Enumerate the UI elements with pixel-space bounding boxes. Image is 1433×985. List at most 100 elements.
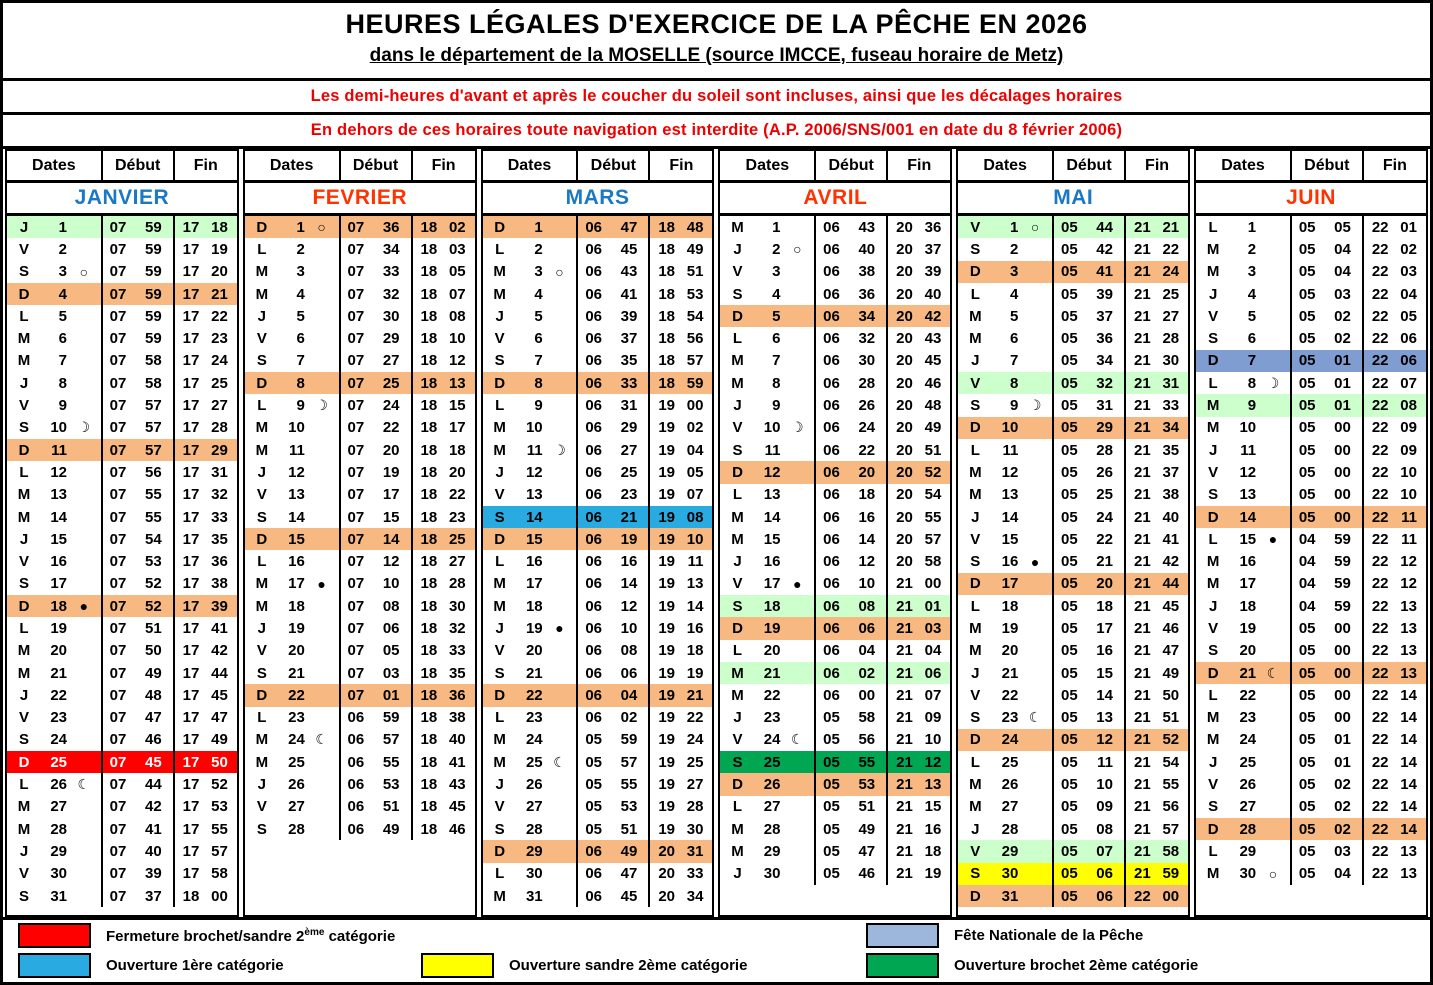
debut-cell: 05 16 bbox=[1054, 639, 1126, 662]
time-part: 06 bbox=[823, 218, 840, 236]
date-cell: V 23 bbox=[7, 706, 103, 729]
time-part: 18 bbox=[420, 330, 438, 348]
day-row: J 26 06 53 18 43 bbox=[245, 773, 475, 796]
time-part: 21 bbox=[1133, 463, 1151, 481]
time-part: 34 bbox=[858, 307, 876, 325]
day-letter: S bbox=[970, 240, 981, 258]
date-cell: M 30 ○ bbox=[1196, 862, 1292, 885]
day-row: D 14 05 00 22 11 bbox=[1196, 505, 1426, 529]
date-cell: J 16 bbox=[720, 550, 817, 573]
time-part: 25 bbox=[686, 753, 704, 771]
moon-fq-icon: ☽ bbox=[315, 397, 328, 414]
day-row: M 29 05 47 21 18 bbox=[720, 840, 950, 863]
month-name: AVRIL bbox=[720, 183, 951, 216]
day-number: 7 bbox=[772, 352, 781, 370]
fin-cell: 18 02 bbox=[413, 216, 475, 238]
date-cell: D 25 bbox=[7, 751, 103, 774]
time-part: 19 bbox=[686, 664, 704, 682]
day-letter: V bbox=[732, 731, 743, 749]
debut-cell: 07 05 bbox=[341, 639, 413, 662]
debut-cell: 05 42 bbox=[1054, 238, 1126, 261]
time-part: 05 bbox=[1298, 753, 1316, 771]
fin-cell: 17 39 bbox=[175, 595, 237, 617]
fin-cell: 21 30 bbox=[1126, 350, 1188, 372]
date-cell: S 24 bbox=[7, 728, 103, 752]
day-letter: D bbox=[1207, 820, 1219, 838]
time-part: 50 bbox=[144, 642, 162, 660]
debut-cell: 05 56 bbox=[816, 728, 889, 752]
debut-cell: 05 32 bbox=[1054, 372, 1126, 395]
time-part: 05 bbox=[448, 263, 466, 281]
date-cell: J 21 bbox=[958, 661, 1054, 685]
time-part: 21 bbox=[1133, 776, 1151, 794]
day-row: S 20 05 00 22 13 bbox=[1196, 639, 1426, 662]
fin-cell: 20 45 bbox=[888, 350, 950, 372]
time-part: 21 bbox=[211, 285, 228, 303]
time-part: 20 bbox=[896, 285, 913, 303]
time-part: 05 bbox=[1060, 508, 1078, 526]
time-part: 20 bbox=[896, 419, 913, 437]
day-letter: M bbox=[255, 285, 269, 303]
day-row: D 18 ● 07 52 17 39 bbox=[7, 595, 237, 618]
time-part: 45 bbox=[211, 686, 228, 704]
debut-cell: 05 00 bbox=[1292, 617, 1364, 640]
time-part: 18 bbox=[658, 285, 676, 303]
time-part: 22 bbox=[1371, 776, 1389, 794]
time-part: 21 bbox=[896, 619, 913, 637]
day-letter: M bbox=[1206, 240, 1220, 258]
time-part: 18 bbox=[420, 776, 438, 794]
day-row: M 13 07 55 17 32 bbox=[7, 483, 237, 506]
debut-cell: 07 12 bbox=[341, 550, 413, 573]
time-part: 07 bbox=[347, 240, 365, 258]
day-number: 11 bbox=[526, 441, 543, 459]
fin-cell: 21 35 bbox=[1126, 439, 1188, 461]
day-number: 4 bbox=[1247, 285, 1257, 303]
day-number: 13 bbox=[1001, 486, 1019, 504]
date-cell: D 17 bbox=[958, 572, 1054, 596]
day-row: J 18 04 59 22 13 bbox=[1196, 595, 1426, 618]
debut-cell: 05 18 bbox=[1054, 595, 1126, 618]
fin-cell: 19 28 bbox=[650, 796, 712, 818]
time-part: 07 bbox=[109, 263, 127, 281]
fin-cell: 20 52 bbox=[888, 461, 950, 483]
legend-item-fete: Fête Nationale de la Pêche bbox=[866, 923, 1143, 948]
day-letter: S bbox=[18, 731, 29, 749]
time-part: 05 bbox=[1298, 865, 1316, 883]
time-part: 01 bbox=[924, 597, 942, 615]
day-letter: L bbox=[257, 240, 267, 258]
day-number: 19 bbox=[1239, 619, 1257, 637]
day-number: 18 bbox=[525, 597, 543, 615]
date-cell: D 12 bbox=[720, 461, 817, 484]
fin-cell: 18 45 bbox=[413, 796, 475, 818]
column-header-dates: Dates bbox=[1196, 151, 1292, 180]
day-letter: V bbox=[18, 865, 29, 883]
date-cell: S 30 bbox=[958, 862, 1054, 885]
day-row: M 7 07 58 17 24 bbox=[7, 349, 237, 373]
date-cell: M 26 bbox=[958, 773, 1054, 796]
time-part: 49 bbox=[924, 419, 942, 437]
day-row: V 13 07 17 18 22 bbox=[245, 483, 475, 506]
time-part: 33 bbox=[211, 508, 228, 526]
day-row: L 8 ☽ 05 01 22 07 bbox=[1196, 372, 1426, 395]
debut-cell: 05 44 bbox=[1054, 216, 1126, 239]
time-part: 54 bbox=[144, 530, 162, 548]
debut-cell: 05 02 bbox=[1292, 795, 1364, 819]
time-part: 05 bbox=[382, 642, 400, 660]
date-cell: J 28 bbox=[958, 818, 1054, 841]
time-part: 22 bbox=[211, 307, 228, 325]
time-part: 18 bbox=[420, 530, 438, 548]
day-letter: M bbox=[493, 887, 506, 905]
day-number: 13 bbox=[288, 486, 305, 504]
fin-cell: 21 16 bbox=[888, 818, 950, 840]
debut-cell: 06 38 bbox=[816, 260, 889, 283]
time-part: 51 bbox=[1162, 709, 1180, 727]
day-row: V 27 05 53 19 28 bbox=[483, 795, 713, 819]
day-letter: M bbox=[17, 486, 31, 504]
date-cell: S 18 bbox=[720, 595, 817, 618]
legend-item-sandre: Ouverture sandre 2ème catégorie bbox=[421, 953, 747, 978]
column-header-debut: Début bbox=[1292, 151, 1364, 180]
